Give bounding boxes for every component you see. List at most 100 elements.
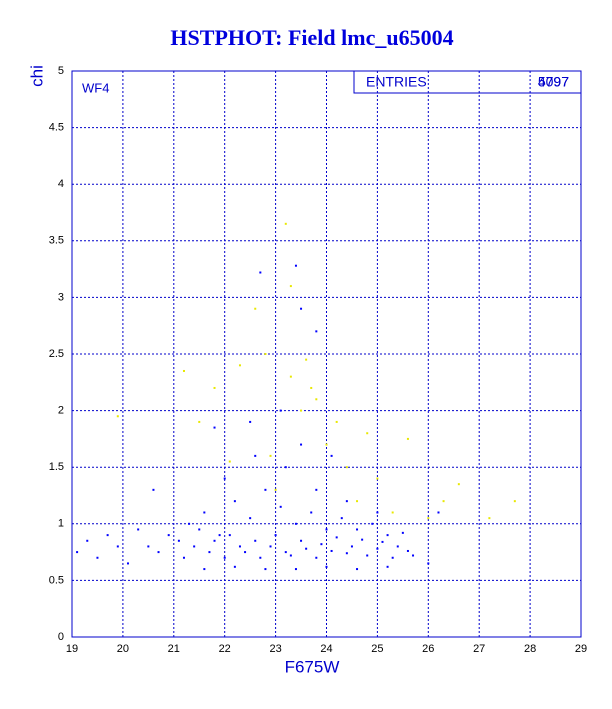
point bbox=[274, 488, 277, 491]
point bbox=[300, 409, 303, 412]
point bbox=[116, 545, 119, 548]
y-tick-label: 3 bbox=[58, 291, 64, 303]
point bbox=[442, 500, 445, 503]
point bbox=[366, 432, 369, 435]
point bbox=[391, 511, 394, 514]
point bbox=[513, 500, 516, 503]
point bbox=[254, 454, 257, 457]
point bbox=[427, 562, 430, 565]
point bbox=[300, 307, 303, 310]
point bbox=[386, 565, 389, 568]
point bbox=[376, 511, 379, 514]
point bbox=[86, 539, 89, 542]
point bbox=[269, 454, 272, 457]
point bbox=[325, 565, 328, 568]
point bbox=[345, 552, 348, 555]
point bbox=[305, 358, 308, 361]
x-tick-label: 24 bbox=[320, 643, 332, 655]
point bbox=[198, 528, 201, 531]
point bbox=[391, 556, 394, 559]
x-tick-label: 25 bbox=[371, 643, 383, 655]
point bbox=[223, 556, 226, 559]
y-tick-label: 2 bbox=[58, 405, 64, 417]
point bbox=[386, 534, 389, 537]
point bbox=[218, 534, 221, 537]
point bbox=[356, 568, 359, 571]
point bbox=[198, 420, 201, 423]
point bbox=[376, 547, 379, 550]
point bbox=[315, 488, 318, 491]
point bbox=[330, 549, 333, 552]
point bbox=[335, 536, 338, 539]
point bbox=[330, 454, 333, 457]
point bbox=[345, 466, 348, 469]
point bbox=[238, 364, 241, 367]
point bbox=[228, 460, 231, 463]
point bbox=[238, 545, 241, 548]
y-tick-label: 3.5 bbox=[49, 235, 64, 247]
y-tick-label: 0 bbox=[58, 631, 64, 643]
point bbox=[269, 545, 272, 548]
point bbox=[371, 522, 374, 525]
x-tick-label: 29 bbox=[575, 643, 587, 655]
point bbox=[340, 517, 343, 520]
x-tick-label: 26 bbox=[422, 643, 434, 655]
point bbox=[315, 398, 318, 401]
point bbox=[264, 488, 267, 491]
x-tick-label: 21 bbox=[168, 643, 180, 655]
point bbox=[300, 443, 303, 446]
point bbox=[294, 522, 297, 525]
y-tick-label: 4 bbox=[58, 178, 64, 190]
point bbox=[284, 551, 287, 554]
stats-value: 5097 bbox=[538, 74, 569, 90]
point bbox=[264, 568, 267, 571]
point bbox=[310, 386, 313, 389]
point bbox=[259, 556, 262, 559]
y-tick-label: 4.5 bbox=[49, 122, 64, 134]
point bbox=[315, 556, 318, 559]
point bbox=[284, 222, 287, 225]
point bbox=[76, 551, 79, 554]
point bbox=[203, 568, 206, 571]
point bbox=[488, 517, 491, 520]
point bbox=[376, 477, 379, 480]
point bbox=[254, 307, 257, 310]
plot-frame bbox=[71, 70, 582, 638]
point bbox=[254, 539, 257, 542]
x-tick-label: 22 bbox=[219, 643, 231, 655]
point bbox=[147, 545, 150, 548]
point bbox=[233, 565, 236, 568]
point bbox=[289, 375, 292, 378]
point bbox=[274, 534, 277, 537]
y-tick-label: 1 bbox=[58, 518, 64, 530]
point bbox=[106, 534, 109, 537]
point bbox=[223, 477, 226, 480]
point bbox=[126, 562, 129, 565]
y-tick-label: 2.5 bbox=[49, 348, 64, 360]
point bbox=[116, 415, 119, 418]
point bbox=[325, 528, 328, 531]
point bbox=[350, 545, 353, 548]
x-axis-label: F675W bbox=[285, 657, 340, 676]
point bbox=[305, 547, 308, 550]
point bbox=[310, 511, 313, 514]
stats-value: 4797 bbox=[538, 74, 569, 90]
point bbox=[396, 545, 399, 548]
x-tick-label: 20 bbox=[117, 643, 129, 655]
point bbox=[152, 488, 155, 491]
point bbox=[228, 534, 231, 537]
point bbox=[249, 517, 252, 520]
point bbox=[213, 426, 216, 429]
y-tick-label: 0.5 bbox=[49, 574, 64, 586]
point bbox=[366, 554, 369, 557]
x-tick-label: 28 bbox=[524, 643, 536, 655]
point bbox=[167, 534, 170, 537]
point bbox=[193, 545, 196, 548]
point bbox=[294, 568, 297, 571]
y-axis-label: chi bbox=[27, 65, 46, 87]
point bbox=[457, 483, 460, 486]
point bbox=[244, 551, 247, 554]
y-tick-label: 1.5 bbox=[49, 461, 64, 473]
chart-title: HSTPHOT: Field lmc_u65004 bbox=[170, 25, 453, 50]
